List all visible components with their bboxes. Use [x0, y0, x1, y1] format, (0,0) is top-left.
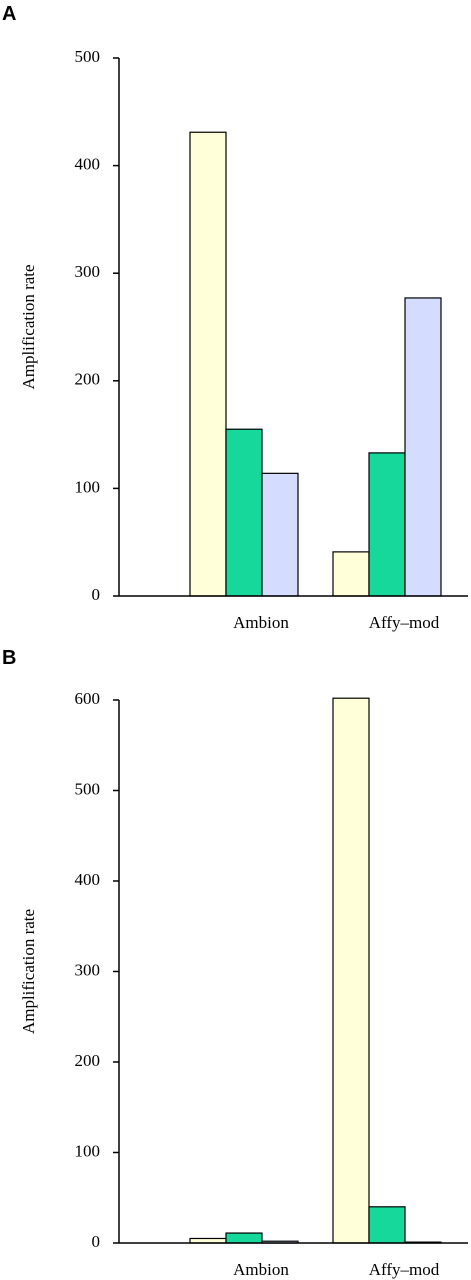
x-category-label: Ambion	[233, 613, 289, 632]
chart-panel-a: A Amplification rate 0 100 200 300 400 500 Ambio…	[2, 3, 468, 632]
y-tick-label: 300	[75, 960, 101, 979]
bar-ambion-series-2	[225, 1232, 263, 1244]
bar-affymod-series-1	[332, 551, 370, 597]
bar-affymod-series-2	[368, 452, 406, 597]
bar-ambion-series-3	[261, 472, 299, 597]
bar-affymod-series-2	[368, 1206, 406, 1244]
panel-letter: A	[2, 3, 16, 25]
x-category-label: Affy–mod	[369, 613, 440, 632]
bar-affymod-series-1	[332, 697, 370, 1244]
y-tick-label: 200	[75, 370, 101, 389]
y-axis-title: Amplification rate	[19, 264, 38, 389]
y-tick-label: 500	[75, 47, 101, 66]
y-tick-label: 0	[92, 585, 101, 604]
x-category-label: Affy–mod	[369, 1260, 440, 1279]
bar-affymod-series-3	[404, 297, 442, 597]
y-tick-label: 100	[75, 477, 101, 496]
y-axis-title: Amplification rate	[19, 909, 38, 1034]
panel-letter: B	[2, 647, 16, 669]
y-tick-label: 0	[92, 1232, 101, 1251]
y-tick-label: 500	[75, 779, 101, 798]
bar-ambion-series-1	[189, 131, 227, 597]
y-tick-label: 200	[75, 1051, 101, 1070]
y-tick-label: 400	[75, 870, 101, 889]
bar-ambion-series-2	[225, 428, 263, 597]
y-tick-label: 400	[75, 155, 101, 174]
chart-panel-b: B Amplification rate 0 100 200 300 400 500 600 Am…	[2, 647, 468, 1279]
y-tick-label: 300	[75, 262, 101, 281]
x-category-label: Ambion	[233, 1260, 289, 1279]
y-tick-label: 600	[75, 689, 101, 708]
y-tick-label: 100	[75, 1141, 101, 1160]
